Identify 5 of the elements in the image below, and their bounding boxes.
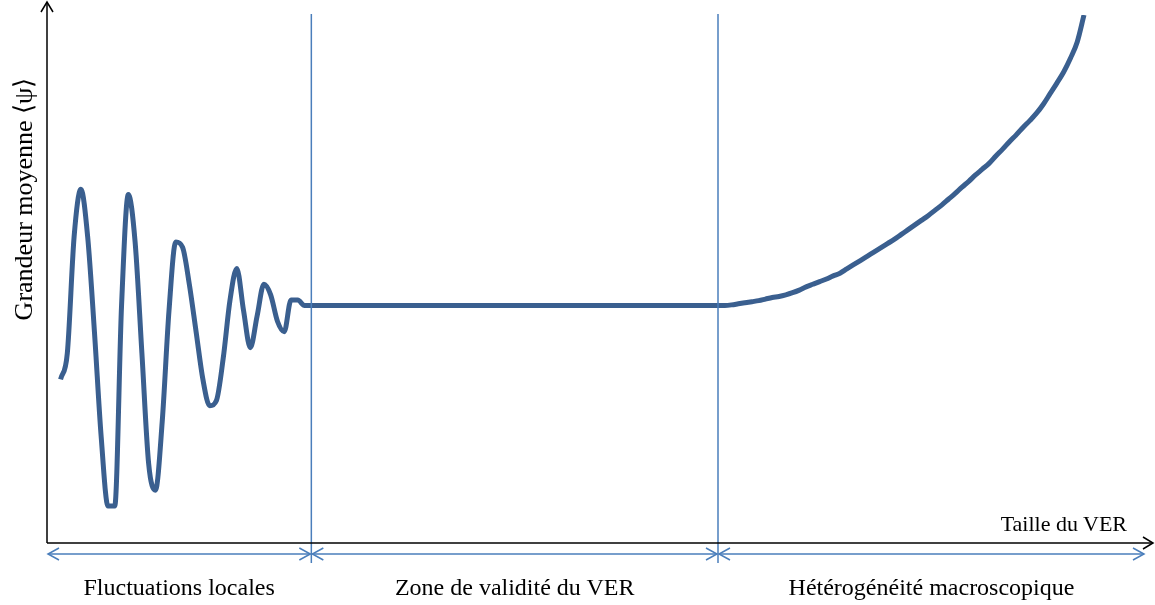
text: Zone de validité du VER <box>394 574 635 600</box>
x-axis-title: Taille du VER <box>1000 511 1128 536</box>
text: Hétérogénéité macroscopique <box>788 574 1075 600</box>
text: Fluctuations locales <box>83 574 275 600</box>
y-axis-title: Grandeur moyenne ⟨ψ⟩ <box>9 77 38 321</box>
